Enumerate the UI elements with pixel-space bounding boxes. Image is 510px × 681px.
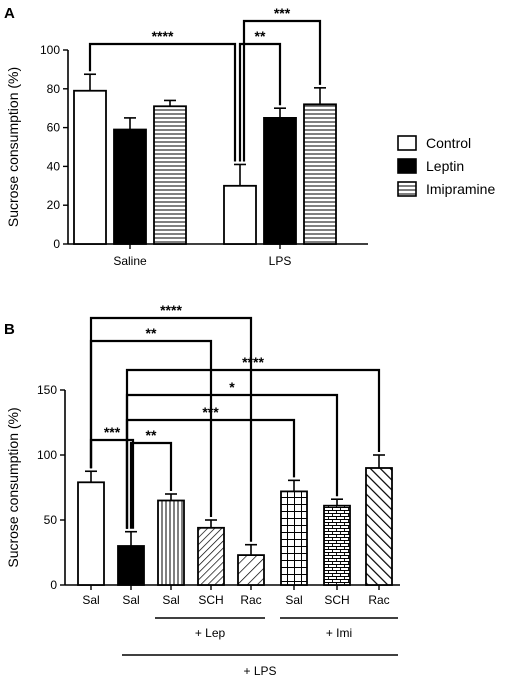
panel-b-bracket-label: ** (146, 427, 157, 443)
panel-a-x-tick-label: LPS (269, 254, 292, 268)
panel-a-y-tick-label: 20 (47, 198, 61, 212)
panel-b-bracket-label: ** (146, 325, 157, 341)
panel-a-bar (153, 105, 187, 245)
panel-b-group-label: + Imi (326, 626, 352, 640)
panel-b-bar (197, 526, 225, 586)
panel-b-chart: 0 50 100 150 Sucrose consumption (%) Sal Sal Sa… (5, 302, 400, 678)
panel-b-bracket-label: **** (160, 302, 182, 318)
panel-a-y-tick-label: 60 (47, 121, 61, 135)
panel-a-bar (73, 89, 107, 245)
panel-b-bracket-label: *** (202, 404, 219, 420)
panel-b-bracket (125, 418, 296, 529)
panel-b-bracket-label: * (229, 379, 235, 395)
panel-b-bar (365, 467, 393, 586)
panel-a-y-axis-title: Sucrose consumption (%) (5, 67, 21, 227)
panel-a-x-tick-label: Saline (113, 254, 147, 268)
panel-label-b: B (4, 321, 15, 338)
panel-b-bar (323, 504, 351, 586)
legend-swatch (397, 181, 417, 197)
panel-b-bracket-label: **** (242, 354, 264, 370)
panel-a-bracket-label: *** (274, 5, 291, 21)
panel-a-y-tick-label: 0 (53, 237, 60, 251)
panel-b-x-tick-label: Sal (162, 593, 179, 607)
panel-a-bar (113, 128, 147, 245)
panel-b-y-tick-label: 0 (50, 578, 57, 592)
panel-a-y-tick-label: 80 (47, 82, 61, 96)
panel-b-x-tick-label: SCH (198, 593, 223, 607)
panel-b-bar (157, 499, 185, 586)
panel-b-bracket (129, 441, 173, 529)
legend-label: Imipramine (426, 181, 495, 197)
panel-b-x-tick-label: Rac (240, 593, 261, 607)
panel-b-bar (77, 481, 105, 586)
panel-b-x-tick-label: Sal (82, 593, 99, 607)
panel-a-bar (263, 117, 297, 245)
panel-b-bar (280, 490, 308, 586)
panel-b-bracket-label: *** (104, 424, 121, 440)
panel-a-bracket (242, 19, 322, 162)
panel-b-bracket (89, 438, 135, 529)
panel-a-bracket (88, 42, 237, 162)
panel-a-bracket (238, 42, 282, 162)
panel-b-bar (117, 545, 145, 586)
panel-b-y-tick-label: 150 (37, 383, 57, 397)
panel-b-group-label: + Lep (195, 626, 226, 640)
legend-label: Leptin (426, 158, 464, 174)
panel-b-group-label: + LPS (243, 664, 276, 678)
legend-swatch (397, 135, 417, 151)
panel-b-x-tick-label: SCH (324, 593, 349, 607)
panel-b-bar (237, 554, 265, 586)
panel-a-bar (303, 103, 337, 245)
panel-b-x-tick-label: Sal (285, 593, 302, 607)
panel-a-bracket-label: **** (152, 28, 174, 44)
legend-swatch (397, 158, 417, 174)
panel-b-bracket (89, 339, 213, 517)
panel-b-y-axis-title: Sucrose consumption (%) (5, 407, 21, 567)
legend-label: Control (426, 135, 471, 151)
panel-b-x-tick-label: Sal (122, 593, 139, 607)
panel-a-chart: 0 20 40 60 80 100 Sucrose consumption (%) Salin… (5, 5, 495, 268)
panel-b-x-tick-label: Rac (368, 593, 389, 607)
panel-a-bracket-label: ** (255, 28, 266, 44)
panel-label-a: A (4, 5, 15, 22)
panel-a-bar (223, 184, 257, 245)
panel-b-y-tick-label: 100 (37, 448, 57, 462)
panel-b-y-tick-label: 50 (44, 513, 58, 527)
panel-a-y-tick-label: 100 (40, 43, 60, 57)
panel-a-y-tick-label: 40 (47, 159, 61, 173)
